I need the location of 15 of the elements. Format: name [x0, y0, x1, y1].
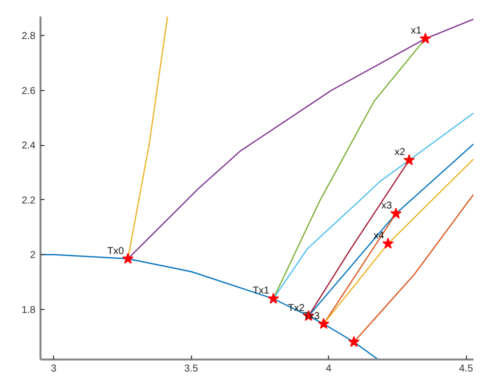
annotation: Tx0 [107, 246, 124, 257]
annotation: Tx1 [252, 286, 270, 297]
y-tick-label: 2.4 [22, 140, 36, 152]
annotation: x1 [410, 26, 422, 37]
y-tick-label: 2 [30, 250, 36, 262]
y-tick-label: 1.8 [22, 304, 36, 316]
annotation: x3 [381, 200, 392, 212]
y-tick-label: 2.6 [22, 86, 36, 97]
x-tick-label: 3.5 [184, 364, 199, 374]
x-tick-label: 3 [50, 364, 57, 374]
annotation: x2 [394, 147, 406, 158]
x-tick-label: 4.5 [459, 364, 474, 374]
y-tick-label: 2.2 [22, 195, 36, 206]
x-tick-label: 4 [326, 364, 332, 374]
y-tick-label: 2.8 [22, 31, 36, 42]
